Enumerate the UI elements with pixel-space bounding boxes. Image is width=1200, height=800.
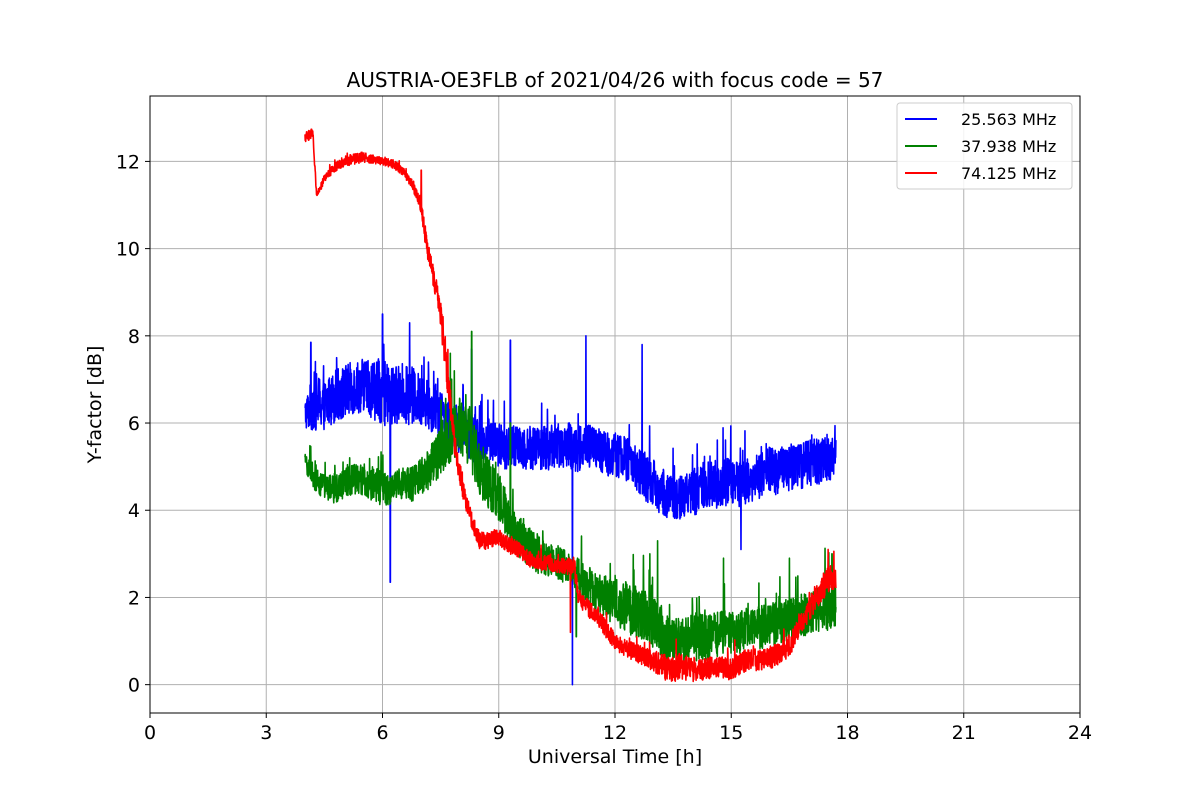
series-line-74-125-mhz	[304, 128, 837, 683]
x-tick-label: 18	[835, 722, 859, 744]
legend-label: 25.563 MHz	[961, 110, 1056, 129]
x-tick-label: 0	[144, 722, 156, 744]
chart-title: AUSTRIA-OE3FLB of 2021/04/26 with focus …	[347, 68, 884, 92]
x-tick-label: 6	[376, 722, 388, 744]
y-tick-label: 4	[128, 500, 140, 522]
y-tick-label: 0	[128, 675, 140, 697]
x-tick-label: 12	[603, 722, 627, 744]
y-tick-label: 6	[128, 413, 140, 435]
series-group	[304, 128, 837, 686]
y-tick-label: 10	[116, 239, 140, 261]
legend: 25.563 MHz 37.938 MHz 74.125 MHz	[896, 102, 1073, 190]
y-tick-label: 2	[128, 587, 140, 609]
y-axis-label: Y-factor [dB]	[84, 346, 106, 465]
x-tick-label: 3	[260, 722, 272, 744]
legend-box	[896, 102, 1073, 190]
x-tick-label: 21	[952, 722, 976, 744]
legend-label: 74.125 MHz	[961, 164, 1056, 183]
series-line-25-563-mhz	[304, 313, 837, 686]
legend-label: 37.938 MHz	[961, 137, 1056, 156]
x-tick-label: 9	[493, 722, 505, 744]
y-tick-label: 8	[128, 326, 140, 348]
x-axis-label: Universal Time [h]	[528, 746, 702, 768]
y-tick-label: 12	[116, 151, 140, 173]
x-tick-label: 24	[1068, 722, 1092, 744]
x-tick-label: 15	[719, 722, 743, 744]
